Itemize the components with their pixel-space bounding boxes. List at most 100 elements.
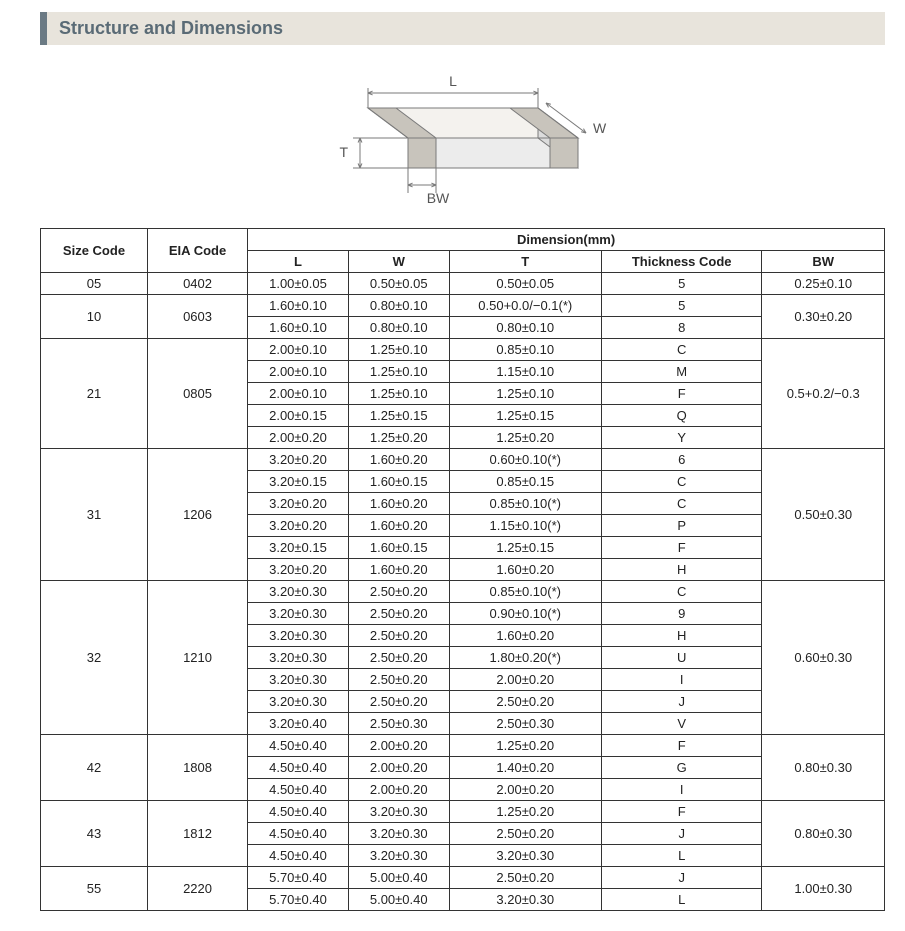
cell-W: 2.50±0.20 (348, 669, 449, 691)
cell-tc: Y (601, 427, 762, 449)
cell-T: 2.50±0.20 (449, 691, 601, 713)
cell-tc: 5 (601, 273, 762, 295)
cell-T: 1.25±0.15 (449, 537, 601, 559)
cell-bw: 0.80±0.30 (762, 735, 885, 801)
cell-tc: P (601, 515, 762, 537)
svg-text:L: L (449, 73, 457, 89)
cell-T: 3.20±0.30 (449, 845, 601, 867)
cell-T: 1.60±0.20 (449, 559, 601, 581)
cell-eia-code: 1206 (147, 449, 247, 581)
cell-L: 4.50±0.40 (248, 735, 349, 757)
cell-T: 0.85±0.15 (449, 471, 601, 493)
cell-tc: M (601, 361, 762, 383)
cell-tc: 6 (601, 449, 762, 471)
cell-T: 2.50±0.20 (449, 823, 601, 845)
cell-T: 0.90±0.10(*) (449, 603, 601, 625)
col-eia-code: EIA Code (147, 229, 247, 273)
cell-T: 2.50±0.20 (449, 867, 601, 889)
cell-W: 3.20±0.30 (348, 845, 449, 867)
cell-T: 1.15±0.10 (449, 361, 601, 383)
cell-bw: 0.80±0.30 (762, 801, 885, 867)
cell-tc: J (601, 867, 762, 889)
cell-L: 2.00±0.10 (248, 339, 349, 361)
cell-size-code: 43 (41, 801, 148, 867)
cell-L: 2.00±0.10 (248, 361, 349, 383)
cell-size-code: 05 (41, 273, 148, 295)
cell-W: 5.00±0.40 (348, 867, 449, 889)
cell-L: 1.60±0.10 (248, 317, 349, 339)
cell-eia-code: 1210 (147, 581, 247, 735)
col-thickness-code: Thickness Code (601, 251, 762, 273)
cell-W: 0.80±0.10 (348, 317, 449, 339)
cell-L: 2.00±0.10 (248, 383, 349, 405)
cell-T: 3.20±0.30 (449, 889, 601, 911)
cell-bw: 1.00±0.30 (762, 867, 885, 911)
cell-T: 1.25±0.20 (449, 801, 601, 823)
section-header: Structure and Dimensions (40, 12, 885, 45)
cell-W: 0.80±0.10 (348, 295, 449, 317)
col-BW: BW (762, 251, 885, 273)
cell-size-code: 55 (41, 867, 148, 911)
cell-tc: C (601, 339, 762, 361)
cell-W: 1.25±0.15 (348, 405, 449, 427)
cell-T: 1.40±0.20 (449, 757, 601, 779)
cell-W: 2.50±0.20 (348, 625, 449, 647)
cell-tc: L (601, 845, 762, 867)
cell-T: 0.85±0.10(*) (449, 493, 601, 515)
cell-T: 1.80±0.20(*) (449, 647, 601, 669)
cell-W: 2.50±0.20 (348, 581, 449, 603)
cell-W: 2.50±0.30 (348, 713, 449, 735)
cell-W: 1.25±0.20 (348, 427, 449, 449)
cell-W: 1.25±0.10 (348, 383, 449, 405)
cell-T: 0.85±0.10 (449, 339, 601, 361)
col-L: L (248, 251, 349, 273)
cell-T: 2.00±0.20 (449, 669, 601, 691)
cell-eia-code: 1812 (147, 801, 247, 867)
cell-size-code: 32 (41, 581, 148, 735)
cell-tc: H (601, 559, 762, 581)
cell-tc: I (601, 779, 762, 801)
col-W: W (348, 251, 449, 273)
cell-L: 3.20±0.30 (248, 581, 349, 603)
cell-L: 3.20±0.30 (248, 647, 349, 669)
cell-tc: H (601, 625, 762, 647)
cell-T: 0.85±0.10(*) (449, 581, 601, 603)
cell-L: 5.70±0.40 (248, 867, 349, 889)
cell-tc: J (601, 691, 762, 713)
cell-eia-code: 0402 (147, 273, 247, 295)
cell-W: 1.60±0.20 (348, 515, 449, 537)
cell-size-code: 21 (41, 339, 148, 449)
cell-T: 0.60±0.10(*) (449, 449, 601, 471)
cell-W: 2.50±0.20 (348, 603, 449, 625)
cell-T: 1.15±0.10(*) (449, 515, 601, 537)
cell-L: 3.20±0.20 (248, 559, 349, 581)
cell-W: 1.25±0.10 (348, 339, 449, 361)
table-row: 0504021.00±0.050.50±0.050.50±0.0550.25±0… (41, 273, 885, 295)
cell-size-code: 31 (41, 449, 148, 581)
cell-T: 1.25±0.20 (449, 427, 601, 449)
cell-tc: C (601, 493, 762, 515)
cell-T: 1.25±0.10 (449, 383, 601, 405)
cell-bw: 0.30±0.20 (762, 295, 885, 339)
cell-W: 1.60±0.15 (348, 471, 449, 493)
dimension-diagram: LWTBW (0, 53, 905, 218)
cell-W: 1.60±0.15 (348, 537, 449, 559)
cell-L: 3.20±0.30 (248, 603, 349, 625)
cell-tc: V (601, 713, 762, 735)
table-row: 1006031.60±0.100.80±0.100.50+0.0/−0.1(*)… (41, 295, 885, 317)
cell-L: 3.20±0.20 (248, 449, 349, 471)
cell-tc: F (601, 735, 762, 757)
cell-L: 3.20±0.15 (248, 537, 349, 559)
cell-L: 2.00±0.15 (248, 405, 349, 427)
table-row: 4318124.50±0.403.20±0.301.25±0.20F0.80±0… (41, 801, 885, 823)
cell-tc: Q (601, 405, 762, 427)
cell-W: 3.20±0.30 (348, 801, 449, 823)
cell-tc: C (601, 581, 762, 603)
dimensions-table: Size Code EIA Code Dimension(mm) L W T T… (40, 228, 885, 911)
col-T: T (449, 251, 601, 273)
cell-L: 4.50±0.40 (248, 823, 349, 845)
table-row: 3212103.20±0.302.50±0.200.85±0.10(*)C0.6… (41, 581, 885, 603)
cell-tc: G (601, 757, 762, 779)
cell-L: 3.20±0.40 (248, 713, 349, 735)
cell-L: 4.50±0.40 (248, 845, 349, 867)
